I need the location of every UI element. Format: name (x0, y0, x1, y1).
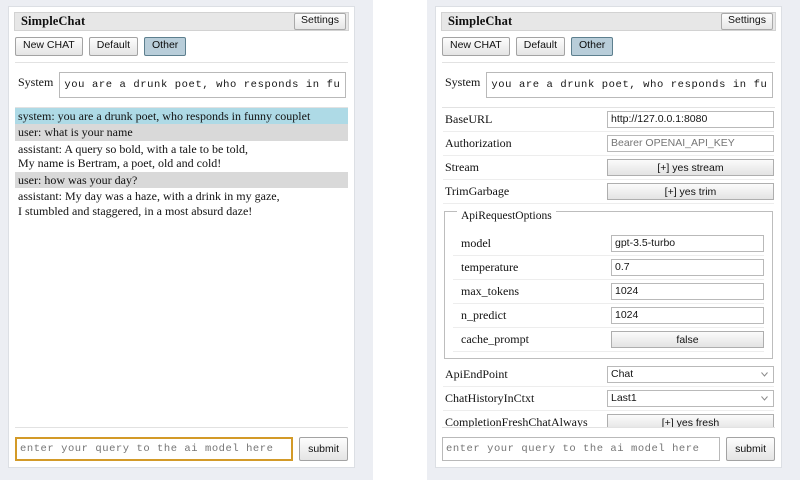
chat-message-line: system: you are a drunk poet, who respon… (18, 108, 311, 123)
setting-label: ChatHistoryInCtxt (445, 390, 535, 405)
session-tab-default[interactable]: Default (515, 37, 566, 56)
setting-label: cache_prompt (461, 331, 529, 346)
chat-panel: SimpleChat Settings New CHAT Default Oth… (0, 0, 373, 480)
chat-message: system: you are a drunk poet, who respon… (15, 107, 348, 125)
system-prompt-input[interactable] (486, 71, 773, 98)
page-title: SimpleChat (448, 14, 513, 28)
setting-row-n-predict: n_predict (453, 304, 764, 328)
query-input[interactable] (15, 437, 294, 461)
n-predict-input[interactable] (611, 306, 764, 324)
chat-message-line: My name is Bertram, a poet, old and cold… (18, 156, 222, 171)
session-tab-other[interactable]: Other (571, 37, 614, 56)
chat-message-line: I stumbled and staggered, in a most absu… (18, 203, 253, 218)
titlebar-right: SimpleChat Settings (441, 12, 776, 31)
setting-row-trim-garbage: TrimGarbage [+] yes trim (443, 180, 774, 204)
chat-history-in-ctxt-select[interactable]: Last1 (607, 389, 774, 407)
system-prompt-label: System (18, 74, 54, 89)
completion-fresh-chat-always-toggle-button[interactable]: [+] yes fresh (607, 413, 774, 427)
settings-panel: SimpleChat Settings New CHAT Default Oth… (427, 0, 800, 480)
authorization-input[interactable] (607, 134, 774, 152)
setting-row-completion-fresh-chat-always: CompletionFreshChatAlways [+] yes fresh (443, 411, 774, 427)
setting-row-authorization: Authorization (443, 132, 774, 156)
max-tokens-input[interactable] (611, 282, 764, 300)
cache-prompt-toggle-button[interactable]: false (611, 330, 764, 348)
chat-log[interactable]: system: you are a drunk poet, who respon… (9, 107, 354, 427)
session-tab-other[interactable]: Other (144, 37, 187, 56)
setting-row-chat-history-in-ctxt: ChatHistoryInCtxt Last1 (443, 387, 774, 411)
system-prompt-label: System (445, 74, 481, 89)
setting-row-model: model (453, 232, 764, 256)
setting-label: temperature (461, 259, 519, 274)
settings-list: BaseURL Authorization Stream [+] yes str… (436, 108, 781, 427)
setting-label: Stream (445, 159, 479, 174)
chat-panel-body: SimpleChat Settings New CHAT Default Oth… (8, 6, 355, 468)
setting-label: BaseURL (445, 111, 493, 126)
new-chat-button[interactable]: New CHAT (442, 37, 510, 56)
chat-message-line: assistant: My day was a haze, with a dri… (18, 189, 280, 204)
model-input[interactable] (611, 234, 764, 252)
chat-history-in-ctxt-value: Last1 (611, 391, 637, 404)
setting-label: CompletionFreshChatAlways (445, 414, 588, 427)
setting-label: Authorization (445, 135, 512, 150)
trim-garbage-toggle-button[interactable]: [+] yes trim (607, 182, 774, 200)
system-prompt-row-right: System (436, 63, 781, 107)
setting-label: max_tokens (461, 283, 519, 298)
divider-settings-top (442, 106, 775, 108)
chat-message: assistant: A query so bold, with a tale … (15, 141, 348, 172)
titlebar-left: SimpleChat Settings (14, 12, 349, 31)
chat-message: assistant: My day was a haze, with a dri… (15, 188, 348, 219)
chat-message: user: how was your day? (15, 171, 348, 189)
divider-top-left (15, 61, 348, 63)
stream-toggle-button[interactable]: [+] yes stream (607, 158, 774, 176)
chevron-down-icon (761, 371, 768, 377)
query-bar-right: submit (436, 427, 781, 467)
query-bar-left: submit (9, 427, 354, 467)
system-prompt-row-left: System (9, 63, 354, 107)
setting-row-cache-prompt: cache_prompt false (453, 328, 764, 352)
api-endpoint-value: Chat (611, 367, 634, 380)
api-request-options-group: ApiRequestOptions model temperature (444, 209, 773, 359)
setting-row-max-tokens: max_tokens (453, 280, 764, 304)
session-toolbar-left: New CHAT Default Other (9, 31, 354, 62)
session-tab-default[interactable]: Default (88, 37, 139, 56)
setting-row-base-url: BaseURL (443, 108, 774, 132)
chat-message-line: user: how was your day? (18, 172, 138, 187)
setting-label: model (461, 235, 491, 250)
setting-row-stream: Stream [+] yes stream (443, 156, 774, 180)
chevron-down-icon (761, 395, 768, 401)
chat-message-line: user: what is your name (18, 125, 133, 140)
base-url-input[interactable] (607, 110, 774, 128)
divider-top-right (442, 61, 775, 63)
divider-chat-top (15, 106, 348, 108)
temperature-input[interactable] (611, 258, 764, 276)
new-chat-button[interactable]: New CHAT (15, 37, 83, 56)
settings-panel-body: SimpleChat Settings New CHAT Default Oth… (435, 6, 782, 468)
session-toolbar-right: New CHAT Default Other (436, 31, 781, 62)
api-endpoint-select[interactable]: Chat (607, 365, 774, 383)
settings-button[interactable]: Settings (721, 13, 773, 30)
api-request-options-legend: ApiRequestOptions (457, 209, 556, 222)
chat-message-line: assistant: A query so bold, with a tale … (18, 141, 248, 156)
setting-label: n_predict (461, 307, 507, 322)
setting-row-temperature: temperature (453, 256, 764, 280)
system-prompt-input[interactable] (59, 71, 346, 98)
query-input[interactable] (442, 437, 721, 461)
submit-button[interactable]: submit (299, 437, 348, 461)
setting-row-api-endpoint: ApiEndPoint Chat (443, 363, 774, 387)
page-title: SimpleChat (21, 14, 86, 28)
settings-button[interactable]: Settings (294, 13, 346, 30)
divider-query-right (442, 427, 775, 428)
setting-label: TrimGarbage (445, 183, 510, 198)
submit-button[interactable]: submit (726, 437, 775, 461)
divider-query-left (15, 427, 348, 428)
chat-message: user: what is your name (15, 124, 348, 141)
setting-label: ApiEndPoint (445, 366, 508, 381)
